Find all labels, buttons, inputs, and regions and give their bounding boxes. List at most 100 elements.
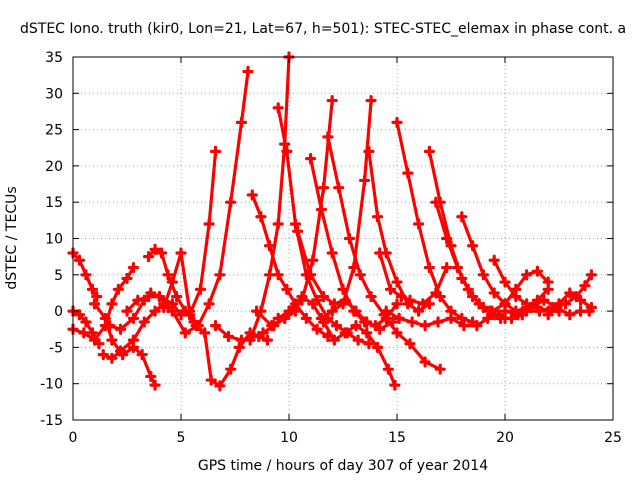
data-point-marker: [149, 243, 161, 255]
data-point-marker: [317, 290, 330, 303]
data-point-marker: [505, 312, 518, 324]
series-arc-22: [374, 247, 453, 310]
data-point-marker: [175, 309, 187, 321]
data-point-marker: [395, 290, 407, 303]
data-point-marker: [114, 345, 127, 357]
data-point-marker: [553, 298, 565, 310]
data-point-marker: [419, 320, 431, 332]
data-point-marker: [391, 327, 403, 339]
data-point-marker: [136, 349, 148, 361]
data-point-marker: [104, 320, 116, 332]
x-tick-label: 25: [604, 430, 622, 446]
data-point-marker: [272, 218, 284, 230]
data-point-marker: [348, 261, 360, 274]
data-point-marker: [462, 283, 474, 295]
y-tick-label: 15: [45, 195, 63, 211]
data-point-marker: [330, 320, 343, 332]
data-point-marker: [89, 334, 101, 346]
data-point-marker: [199, 327, 211, 339]
data-point-marker: [305, 153, 317, 165]
data-point-marker: [132, 294, 144, 306]
data-point-marker: [127, 334, 140, 346]
data-point-marker: [127, 312, 140, 324]
series-arc-10: [166, 65, 254, 339]
data-point-marker: [209, 320, 222, 332]
data-point-marker: [499, 305, 511, 317]
data-point-marker: [585, 301, 597, 314]
data-point-marker: [361, 327, 373, 339]
y-tick-label: 0: [54, 304, 63, 320]
data-point-marker: [272, 102, 284, 114]
data-point-marker: [246, 189, 258, 201]
data-point-marker: [315, 312, 327, 324]
series-arc-30: [499, 294, 595, 321]
data-point-marker: [348, 305, 360, 317]
series-line: [296, 229, 395, 331]
series-arc-29: [473, 265, 554, 317]
data-point-marker: [585, 269, 597, 281]
data-point-marker: [417, 298, 429, 310]
data-point-marker: [337, 298, 349, 310]
data-point-marker: [283, 305, 295, 317]
data-point-marker: [209, 145, 222, 157]
data-point-marker: [281, 145, 293, 157]
data-point-marker: [244, 334, 256, 346]
series-arc-23: [391, 116, 479, 328]
data-point-marker: [419, 356, 431, 368]
series-arc-32: [542, 287, 597, 321]
data-point-marker: [166, 276, 178, 288]
data-point-marker: [171, 290, 183, 303]
data-point-marker: [354, 269, 366, 281]
y-tick-label: -15: [40, 413, 63, 429]
data-point-marker: [307, 298, 319, 310]
data-point-marker: [575, 305, 587, 317]
data-point-marker: [542, 309, 554, 321]
data-point-marker: [471, 320, 483, 332]
data-point-marker: [127, 261, 140, 274]
data-point-marker: [322, 131, 334, 143]
data-point-marker: [292, 225, 304, 237]
data-point-marker: [263, 240, 276, 252]
data-point-marker: [149, 379, 161, 391]
data-point-marker: [112, 283, 124, 295]
y-tick-label: -10: [40, 377, 63, 393]
data-point-marker: [393, 312, 405, 324]
data-point-marker: [272, 269, 284, 281]
series-arc-08: [121, 145, 222, 321]
y-tick-label: 20: [45, 159, 63, 175]
data-point-marker: [143, 251, 155, 263]
data-point-marker: [311, 323, 323, 335]
series-arc-16: [272, 94, 338, 324]
data-point-marker: [203, 298, 215, 310]
data-point-marker: [371, 341, 384, 353]
data-point-marker: [382, 363, 394, 375]
x-tick-label: 5: [177, 430, 186, 446]
data-point-marker: [488, 287, 500, 299]
data-point-marker: [456, 211, 468, 223]
data-point-marker: [495, 312, 507, 324]
data-point-marker: [194, 283, 207, 295]
data-point-marker: [326, 247, 338, 259]
data-point-marker: [326, 305, 338, 317]
y-tick-label: 25: [45, 123, 63, 139]
data-point-marker: [365, 290, 377, 303]
data-point-marker: [158, 301, 170, 314]
data-point-marker: [281, 283, 293, 295]
data-point-marker: [488, 254, 500, 266]
data-point-marker: [391, 116, 403, 128]
data-point-marker: [289, 218, 302, 230]
data-point-marker: [486, 305, 498, 317]
data-point-marker: [86, 283, 99, 295]
data-point-marker: [467, 240, 479, 252]
data-point-marker: [339, 327, 351, 339]
data-point-marker: [473, 298, 485, 310]
data-point-marker: [441, 232, 453, 245]
series-line: [162, 251, 269, 388]
data-point-marker: [106, 334, 118, 346]
data-point-marker: [380, 305, 392, 317]
data-point-marker: [391, 276, 403, 288]
data-point-marker: [365, 94, 377, 107]
data-point-marker: [89, 298, 101, 310]
y-tick-label: 10: [45, 232, 63, 248]
